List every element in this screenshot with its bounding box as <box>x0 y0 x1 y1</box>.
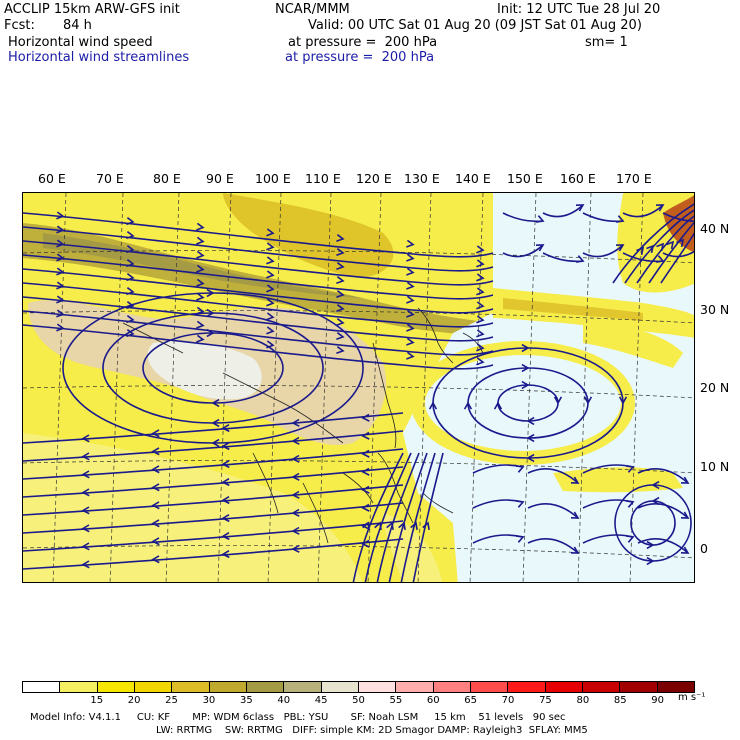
colorbar-label: 50 <box>352 695 365 706</box>
model-title: ACCLIP 15km ARW-GFS init <box>4 2 180 17</box>
colorbar-label: 70 <box>501 695 515 706</box>
longitude-label: 80 E <box>153 171 181 186</box>
wind-map <box>22 192 695 583</box>
streamlines <box>23 203 694 582</box>
colorbar-label: 90 <box>651 695 664 706</box>
colorbar-label: 40 <box>277 695 291 706</box>
longitude-label: 120 E <box>356 171 392 186</box>
colorbar-swatch <box>321 682 359 692</box>
colorbar-swatch <box>97 682 135 692</box>
field2-level: at pressure = 200 hPa <box>285 50 435 65</box>
colorbar-label: 65 <box>464 695 478 706</box>
longitude-label: 100 E <box>255 171 291 186</box>
smoothing-label: sm= 1 <box>585 35 628 50</box>
longitude-label: 90 E <box>206 171 234 186</box>
colorbar <box>22 681 695 693</box>
colorbar-label: 25 <box>165 695 178 706</box>
colorbar-label: 55 <box>389 695 403 706</box>
colorbar-swatch <box>209 682 247 692</box>
colorbar-swatch <box>470 682 509 692</box>
latitude-label: 10 N <box>700 459 730 474</box>
colorbar-swatch <box>396 682 434 692</box>
colorbar-label: 85 <box>613 695 627 706</box>
colorbar-label: 20 <box>127 695 141 706</box>
longitude-label: 70 E <box>96 171 124 186</box>
colorbar-label: 80 <box>576 695 590 706</box>
colorbar-swatch <box>284 682 322 692</box>
colorbar-label: 75 <box>539 695 552 706</box>
latitude-label: 20 N <box>700 380 730 395</box>
longitude-label: 160 E <box>560 171 596 186</box>
init-time: Init: 12 UTC Tue 28 Jul 20 <box>497 2 661 17</box>
colorbar-label: 30 <box>202 695 216 706</box>
org-label: NCAR/MMM <box>275 2 350 17</box>
colorbar-swatch <box>358 682 397 692</box>
longitude-label: 170 E <box>616 171 652 186</box>
model-info-line2: LW: RRTMG SW: RRTMG DIFF: simple KM: 2D … <box>156 725 588 736</box>
longitude-label: 150 E <box>507 171 543 186</box>
field1-name: Horizontal wind speed <box>8 35 153 50</box>
colorbar-swatch <box>172 682 210 692</box>
colorbar-units: m s⁻¹ <box>678 692 706 703</box>
field1-level: at pressure = 200 hPa <box>288 35 438 50</box>
colorbar-label: 15 <box>90 695 104 706</box>
valid-time: Valid: 00 UTC Sat 01 Aug 20 (09 JST Sat … <box>308 18 642 33</box>
longitude-label: 140 E <box>455 171 491 186</box>
colorbar-label: 45 <box>314 695 328 706</box>
colorbar-swatch <box>433 682 471 692</box>
colorbar-swatch <box>246 682 285 692</box>
colorbar-label: 60 <box>426 695 440 706</box>
colorbar-swatch <box>134 682 173 692</box>
field2-name: Horizontal wind streamlines <box>8 50 190 65</box>
latitude-label: 0 <box>700 541 708 556</box>
colorbar-swatch <box>545 682 583 692</box>
latitude-label: 30 N <box>700 302 730 317</box>
forecast-label: Fcst: <box>4 18 35 33</box>
longitude-label: 60 E <box>38 171 66 186</box>
colorbar-swatch <box>508 682 546 692</box>
latitude-label: 40 N <box>700 221 730 236</box>
forecast-hours: 84 h <box>63 18 92 33</box>
longitude-label: 130 E <box>404 171 440 186</box>
colorbar-swatch <box>23 682 61 692</box>
model-info-line1: Model Info: V4.1.1 CU: KF MP: WDM 6class… <box>30 712 566 723</box>
colorbar-swatch <box>60 682 98 692</box>
colorbar-swatch <box>582 682 621 692</box>
colorbar-swatch <box>620 682 658 692</box>
colorbar-label: 35 <box>239 695 253 706</box>
colorbar-swatch <box>657 682 694 692</box>
longitude-label: 110 E <box>305 171 341 186</box>
